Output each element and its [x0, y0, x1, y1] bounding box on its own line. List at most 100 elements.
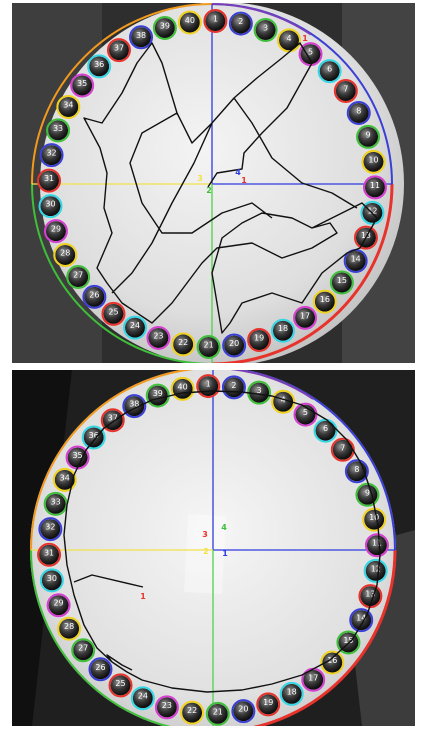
hole-number: 9 — [365, 488, 370, 497]
hole-well — [322, 652, 343, 673]
hole-well — [224, 335, 245, 356]
hole-well — [279, 30, 300, 51]
rim-arc — [30, 549, 171, 726]
hole-well — [55, 244, 76, 265]
rim-arc — [211, 3, 312, 36]
hole-well — [54, 469, 75, 490]
hole-number: 16 — [327, 656, 337, 665]
escape-hole: 36 — [87, 54, 112, 79]
hole-ring — [108, 673, 133, 698]
hole-ring — [270, 318, 295, 343]
escape-hole: 35 — [70, 73, 95, 98]
hole-number: 34 — [60, 473, 70, 482]
hole-well — [249, 330, 270, 351]
hole-number: 10 — [368, 155, 378, 164]
hole-well — [58, 96, 79, 117]
escape-hole: 21 — [205, 701, 230, 726]
escape-hole: 31 — [37, 168, 62, 193]
escape-hole: 39 — [152, 15, 177, 40]
hole-well — [207, 703, 228, 724]
hole-number: 8 — [356, 107, 361, 116]
hole-ring — [336, 630, 361, 655]
hole-ring — [129, 25, 154, 50]
hole-well — [348, 103, 369, 124]
escape-hole: 31 — [37, 542, 62, 567]
hole-number: 29 — [51, 225, 61, 234]
hole-number: 6 — [327, 65, 332, 74]
escape-hole: 24 — [130, 686, 155, 711]
hole-ring — [279, 681, 304, 706]
hole-well — [48, 595, 69, 616]
hole-well — [124, 317, 145, 338]
hole-number: 27 — [78, 644, 88, 653]
hole-ring — [71, 638, 96, 663]
hole-number: 30 — [47, 574, 57, 583]
hole-well — [131, 27, 152, 48]
hole-well — [41, 570, 62, 591]
hole-ring — [205, 701, 230, 726]
escape-hole: 20 — [222, 333, 247, 358]
escape-hole: 40 — [170, 376, 195, 401]
escape-hole: 14 — [349, 608, 374, 633]
escape-hole: 16 — [312, 289, 337, 314]
hole-number: 23 — [162, 701, 172, 710]
barnes-maze-trial-top: 1 234567891011121314151617181920212223242… — [12, 3, 415, 363]
hole-ring — [231, 699, 256, 724]
hole-well — [364, 177, 385, 198]
hole-ring — [360, 200, 385, 225]
escape-hole: 30 — [38, 194, 63, 219]
escape-hole: 4 — [277, 28, 302, 53]
quadrant-label: 2 — [203, 547, 209, 556]
hole-number: 31 — [44, 548, 54, 557]
escape-hole: 32 — [39, 143, 64, 168]
hole-number: 13 — [361, 231, 371, 240]
hole-ring — [146, 325, 171, 350]
hole-number: 33 — [53, 124, 63, 133]
hole-ring — [56, 94, 81, 119]
escape-hole: 38 — [122, 394, 147, 419]
escape-hole: 9 — [356, 124, 381, 149]
hole-ring — [364, 533, 389, 558]
hole-number: 25 — [115, 679, 125, 688]
hole-number: 14 — [351, 255, 361, 264]
hole-ring — [346, 101, 371, 126]
hole-ring — [81, 425, 106, 450]
hole-ring — [222, 333, 247, 358]
escape-hole: 24 — [122, 315, 147, 340]
hole-ring — [355, 482, 380, 507]
maze-rim — [31, 3, 394, 363]
hole-well — [40, 196, 61, 217]
hole-number: 28 — [64, 622, 74, 631]
hole-number: 21 — [213, 707, 223, 716]
hole-well — [335, 80, 356, 101]
hole-number: 24 — [138, 692, 148, 701]
escape-hole: 37 — [106, 38, 131, 63]
hole-number: 39 — [153, 389, 163, 398]
hole-ring — [271, 389, 296, 414]
maze-photo-top: 1 2 3 4 5 6 7 8 9 10 11 12 13 14 15 16 17 18 19 20 21 22 23 24 2… — [12, 3, 415, 363]
hole-number: 9 — [365, 130, 370, 139]
hole-ring — [317, 59, 342, 84]
escape-hole: 18 — [270, 318, 295, 343]
escape-hole: 9 — [355, 482, 380, 507]
escape-hole: 11 — [362, 175, 387, 200]
hole-number: 18 — [287, 687, 297, 696]
escape-hole: 10 — [362, 507, 387, 532]
hole-number: 37 — [114, 44, 124, 53]
hole-ring — [330, 437, 355, 462]
hole-ring — [203, 9, 228, 34]
hole-number: 12 — [367, 206, 377, 215]
quadrant-label: 1 — [241, 176, 247, 185]
hole-well — [45, 493, 66, 514]
hole-well — [255, 20, 276, 41]
hole-well — [173, 334, 194, 355]
hole-ring — [180, 700, 205, 725]
rim-arc — [252, 549, 397, 726]
hole-ring — [171, 332, 196, 357]
hole-number: 14 — [356, 614, 366, 623]
hole-well — [73, 640, 94, 661]
hole-number: 30 — [45, 200, 55, 209]
hole-ring — [349, 608, 374, 633]
hole-ring — [361, 149, 386, 174]
hole-ring — [177, 10, 202, 35]
